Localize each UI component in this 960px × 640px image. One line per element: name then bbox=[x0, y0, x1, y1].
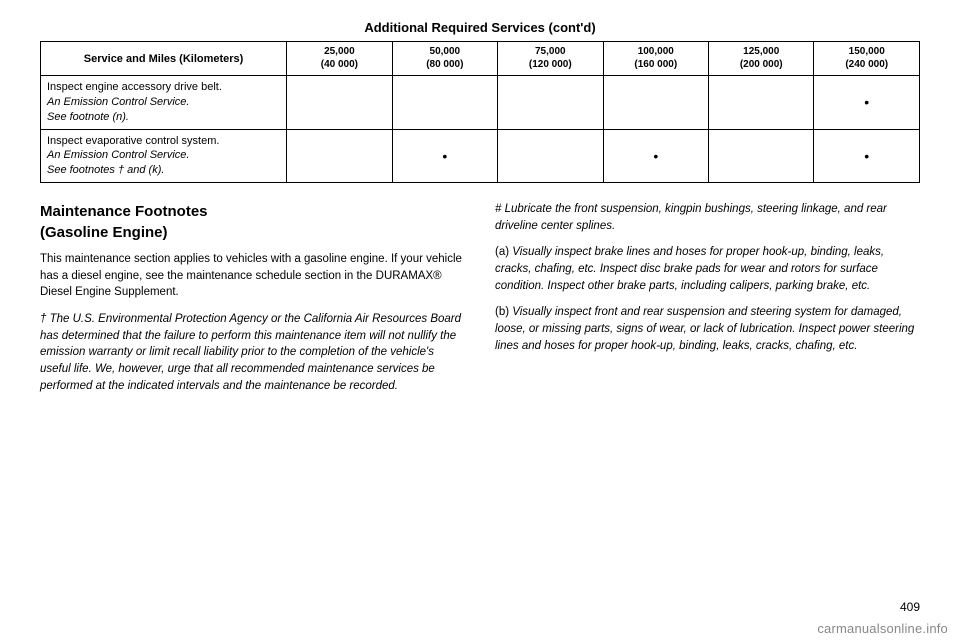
service-cell: Inspect engine accessory drive belt. An … bbox=[41, 76, 287, 130]
service-text-italic: An Emission Control Service. bbox=[47, 149, 189, 161]
mark-cell bbox=[498, 76, 603, 130]
mark-cell bbox=[709, 129, 814, 183]
footnote-text: Visually inspect brake lines and hoses f… bbox=[495, 246, 884, 291]
mark-cell: • bbox=[814, 76, 920, 130]
footnote-label: (a) bbox=[495, 246, 512, 258]
heading-line2: (Gasoline Engine) bbox=[40, 224, 168, 241]
table-header-row: Service and Miles (Kilometers) 25,000(40… bbox=[41, 42, 920, 76]
mark-cell bbox=[287, 76, 392, 130]
mark-cell bbox=[287, 129, 392, 183]
table-row: Inspect engine accessory drive belt. An … bbox=[41, 76, 920, 130]
header-c2: 50,000(80 000) bbox=[392, 42, 497, 76]
watermark: carmanualsonline.info bbox=[817, 621, 948, 636]
service-text: Inspect engine accessory drive belt. bbox=[47, 81, 222, 93]
mark-cell bbox=[392, 76, 497, 130]
left-paragraph-1: This maintenance section applies to vehi… bbox=[40, 251, 465, 301]
right-paragraph-2: (a) Visually inspect brake lines and hos… bbox=[495, 244, 920, 294]
footnote-text: Visually inspect front and rear suspensi… bbox=[495, 306, 914, 351]
header-service: Service and Miles (Kilometers) bbox=[41, 42, 287, 76]
service-text: Inspect evaporative control system. bbox=[47, 135, 219, 147]
table-row: Inspect evaporative control system. An E… bbox=[41, 129, 920, 183]
services-table: Service and Miles (Kilometers) 25,000(40… bbox=[40, 41, 920, 183]
service-text-italic: An Emission Control Service. bbox=[47, 96, 189, 108]
mark-cell: • bbox=[392, 129, 497, 183]
service-text-italic: See footnote (n). bbox=[47, 111, 129, 123]
header-c5: 125,000(200 000) bbox=[709, 42, 814, 76]
header-c1: 25,000(40 000) bbox=[287, 42, 392, 76]
footnotes-heading: Maintenance Footnotes (Gasoline Engine) bbox=[40, 201, 465, 243]
table-title: Additional Required Services (cont'd) bbox=[40, 20, 920, 35]
page-number: 409 bbox=[900, 600, 920, 614]
header-c3: 75,000(120 000) bbox=[498, 42, 603, 76]
header-c6: 150,000(240 000) bbox=[814, 42, 920, 76]
left-column: Maintenance Footnotes (Gasoline Engine) … bbox=[40, 201, 465, 404]
mark-cell bbox=[498, 129, 603, 183]
mark-cell bbox=[603, 76, 708, 130]
service-text-italic: See footnotes † and (k). bbox=[47, 164, 164, 176]
mark-cell: • bbox=[814, 129, 920, 183]
mark-cell bbox=[709, 76, 814, 130]
right-column: # Lubricate the front suspension, kingpi… bbox=[495, 201, 920, 404]
mark-cell: • bbox=[603, 129, 708, 183]
header-c4: 100,000(160 000) bbox=[603, 42, 708, 76]
heading-line1: Maintenance Footnotes bbox=[40, 203, 208, 220]
footnote-label: (b) bbox=[495, 306, 512, 318]
service-cell: Inspect evaporative control system. An E… bbox=[41, 129, 287, 183]
right-paragraph-3: (b) Visually inspect front and rear susp… bbox=[495, 304, 920, 354]
right-paragraph-1: # Lubricate the front suspension, kingpi… bbox=[495, 201, 920, 234]
left-paragraph-2: † The U.S. Environmental Protection Agen… bbox=[40, 311, 465, 394]
